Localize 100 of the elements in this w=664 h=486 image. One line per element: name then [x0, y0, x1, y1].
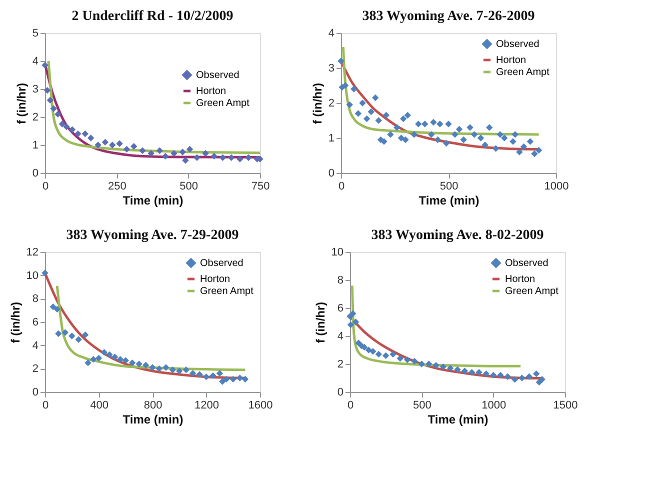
point	[82, 130, 88, 138]
point	[55, 330, 62, 338]
y-tick-label: 1	[32, 140, 38, 152]
point	[94, 142, 102, 148]
x-tick-label: 500	[412, 400, 432, 412]
point	[461, 368, 468, 374]
point	[518, 374, 526, 382]
legend-label: Horton	[196, 86, 226, 97]
point	[520, 143, 528, 150]
point	[504, 373, 512, 380]
point	[460, 136, 467, 144]
point	[531, 150, 538, 158]
point	[42, 270, 48, 276]
point	[404, 112, 412, 119]
point	[95, 354, 102, 362]
point	[538, 376, 546, 383]
y-tick-label: 1	[328, 132, 334, 144]
legend-label: Green Ampt	[196, 98, 250, 109]
point	[466, 124, 474, 131]
point	[445, 120, 452, 128]
chart-title: 383 Wyoming Ave. 8-02-2009	[371, 228, 544, 243]
y-tick-label: 0	[32, 386, 38, 398]
point	[242, 376, 249, 383]
point	[169, 366, 176, 374]
point	[387, 131, 394, 138]
point	[476, 369, 482, 376]
x-tick-label: 0	[347, 400, 354, 412]
point	[128, 359, 136, 366]
point	[182, 157, 189, 164]
point	[202, 373, 210, 380]
point	[122, 357, 129, 364]
point	[496, 131, 504, 138]
x-tick-label: 500	[440, 180, 458, 192]
point	[90, 356, 97, 363]
chart-title: 383 Wyoming Ave. 7-29-2009	[66, 228, 239, 243]
point	[368, 108, 374, 116]
point	[58, 120, 66, 128]
point	[68, 126, 76, 133]
point	[102, 138, 109, 146]
x-axis-title: Time (min)	[122, 412, 184, 426]
point	[116, 140, 123, 147]
chart-title: 2 Undercliff Rd - 10/2/2009	[72, 9, 234, 24]
y-tick-label: 2	[32, 363, 38, 376]
point	[123, 146, 130, 153]
point	[112, 354, 118, 360]
point	[189, 370, 196, 377]
point	[363, 115, 370, 122]
legend-label: Observed	[196, 70, 240, 81]
y-tick-label: 2	[328, 98, 334, 110]
point	[428, 131, 435, 138]
point	[418, 360, 426, 368]
point	[347, 321, 354, 328]
point	[477, 134, 484, 142]
point	[535, 146, 542, 154]
point	[149, 364, 156, 371]
point	[492, 145, 500, 152]
x-axis-title: Time (min)	[122, 194, 184, 208]
legend-label: Green Ampt	[496, 67, 550, 78]
point	[516, 148, 523, 156]
point	[162, 364, 170, 371]
point	[497, 372, 504, 379]
point	[411, 358, 418, 365]
y-axis-title: f (in/hr)	[313, 302, 328, 344]
point	[63, 123, 70, 130]
legend-label: Horton	[505, 274, 536, 285]
point	[170, 150, 178, 157]
legend-label: Horton	[496, 55, 526, 66]
point	[42, 62, 48, 69]
point	[436, 120, 444, 128]
y-tick-label: 0	[32, 168, 38, 180]
point	[156, 365, 163, 372]
point	[338, 58, 344, 64]
point	[46, 96, 54, 104]
point	[236, 374, 244, 382]
point	[219, 154, 226, 161]
point	[470, 131, 478, 138]
x-tick-label: 0	[42, 180, 49, 192]
y-tick-label: 10	[331, 246, 344, 258]
y-tick-label: 12	[26, 246, 38, 258]
point	[54, 110, 62, 118]
y-tick-label: 4	[337, 330, 344, 342]
point	[245, 154, 252, 161]
point	[486, 124, 493, 131]
point	[196, 371, 203, 378]
point	[54, 306, 60, 313]
x-tick-label: 1000	[544, 180, 569, 192]
point	[410, 131, 418, 138]
x-tick-label: 400	[90, 400, 108, 412]
point	[390, 350, 396, 358]
y-tick-label: 3	[328, 62, 334, 74]
point	[350, 86, 358, 92]
point	[223, 376, 230, 383]
point	[136, 360, 142, 368]
point	[482, 142, 488, 148]
legend-label: Horton	[200, 274, 230, 285]
point	[202, 150, 209, 157]
point	[526, 373, 533, 380]
point	[468, 369, 476, 376]
point	[398, 134, 405, 142]
x-tick-label: 500	[180, 180, 198, 192]
